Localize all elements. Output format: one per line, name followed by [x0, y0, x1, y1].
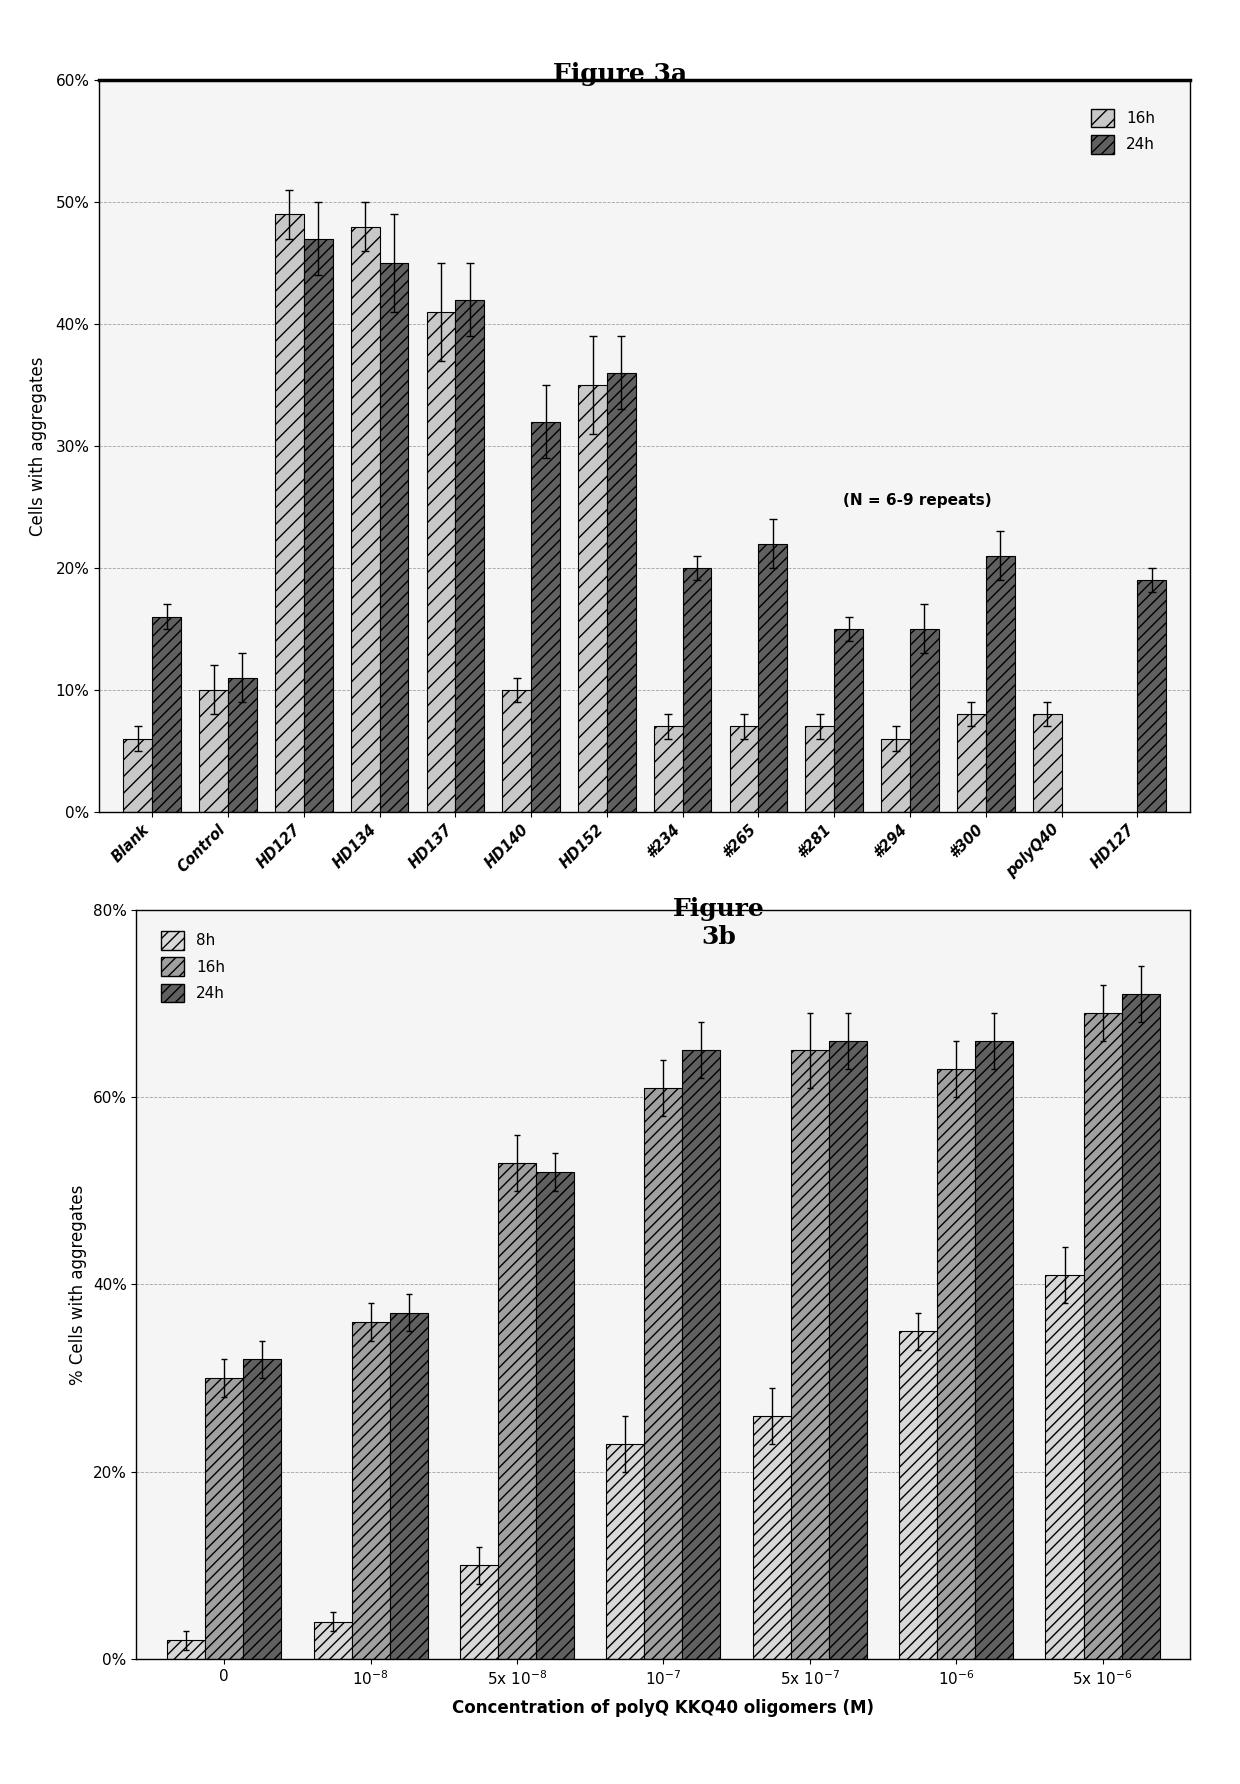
Bar: [957, 714, 986, 812]
Bar: [167, 1641, 205, 1659]
Bar: [759, 544, 787, 812]
Bar: [937, 1069, 975, 1659]
Text: (N = 6-9 repeats): (N = 6-9 repeats): [843, 492, 992, 507]
Bar: [531, 421, 560, 812]
Bar: [1137, 580, 1166, 812]
Bar: [314, 1622, 352, 1659]
Bar: [502, 690, 531, 812]
Bar: [835, 628, 863, 812]
Bar: [304, 239, 332, 812]
Bar: [351, 227, 379, 812]
Bar: [806, 726, 835, 812]
Bar: [536, 1172, 574, 1659]
Bar: [275, 214, 304, 812]
Bar: [1045, 1276, 1084, 1659]
Bar: [228, 678, 257, 812]
Bar: [578, 385, 606, 812]
Bar: [389, 1313, 428, 1659]
Bar: [899, 1331, 937, 1659]
Bar: [1084, 1013, 1122, 1659]
Bar: [753, 1416, 791, 1659]
Bar: [498, 1163, 536, 1659]
Bar: [1122, 994, 1159, 1659]
Bar: [606, 1443, 645, 1659]
Bar: [645, 1088, 682, 1659]
Legend: 16h, 24h: 16h, 24h: [1085, 102, 1161, 161]
Text: Figure
3b: Figure 3b: [673, 897, 765, 949]
Bar: [124, 739, 153, 812]
Bar: [828, 1042, 867, 1659]
Bar: [882, 739, 910, 812]
Bar: [243, 1359, 281, 1659]
Bar: [200, 690, 228, 812]
Y-axis label: Cells with aggregates: Cells with aggregates: [30, 357, 47, 535]
Bar: [729, 726, 759, 812]
Bar: [427, 312, 455, 812]
Bar: [986, 557, 1014, 812]
Text: Figure 3a: Figure 3a: [553, 62, 687, 86]
Bar: [1033, 714, 1061, 812]
Bar: [975, 1042, 1013, 1659]
Bar: [606, 373, 636, 812]
Bar: [460, 1566, 498, 1659]
Bar: [352, 1322, 389, 1659]
Bar: [455, 300, 484, 812]
Bar: [791, 1051, 828, 1659]
Bar: [682, 1051, 720, 1659]
Y-axis label: % Cells with aggregates: % Cells with aggregates: [69, 1185, 87, 1384]
Bar: [910, 628, 939, 812]
Legend: 8h, 16h, 24h: 8h, 16h, 24h: [155, 924, 231, 1008]
Bar: [153, 617, 181, 812]
Bar: [653, 726, 683, 812]
Bar: [205, 1377, 243, 1659]
Bar: [683, 567, 712, 812]
X-axis label: Concentration of polyQ KKQ40 oligomers (M): Concentration of polyQ KKQ40 oligomers (…: [453, 1698, 874, 1716]
Bar: [379, 262, 408, 812]
